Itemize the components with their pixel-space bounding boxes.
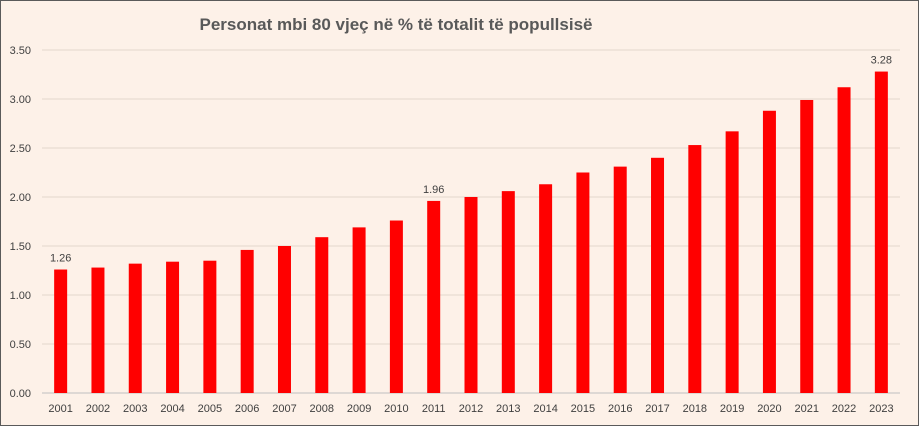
data-label: 1.26	[50, 253, 71, 265]
y-tick-label: 1.00	[10, 290, 31, 302]
bar-2022	[837, 87, 851, 394]
bar-2006	[240, 249, 254, 393]
x-tick-label: 2001	[48, 403, 72, 415]
x-tick-label: 2022	[832, 403, 856, 415]
x-tick-label: 2018	[683, 403, 707, 415]
bar-2003	[128, 263, 142, 393]
bar-2005	[203, 260, 217, 393]
x-tick-label: 2006	[235, 403, 259, 415]
x-axis-tick-labels: 2001 2002 2003 2004 2005 2006 2007 2008 2009 2010…	[48, 403, 893, 415]
x-tick-label: 2014	[533, 403, 557, 415]
x-tick-label: 2004	[160, 403, 184, 415]
chart-title: Personat mbi 80 vjeç në % të totalit të …	[199, 15, 593, 34]
bar-2009	[352, 227, 366, 393]
y-tick-label: 1.50	[10, 241, 31, 253]
y-tick-label: 2.50	[10, 143, 31, 155]
x-tick-label: 2005	[198, 403, 222, 415]
x-tick-label: 2009	[347, 403, 371, 415]
x-tick-label: 2012	[459, 403, 483, 415]
x-tick-label: 2013	[496, 403, 520, 415]
y-tick-label: 0.50	[10, 339, 31, 351]
y-tick-label: 2.00	[10, 192, 31, 204]
x-tick-label: 2003	[123, 403, 147, 415]
bar-2017	[651, 157, 665, 393]
bar-2015	[576, 172, 590, 393]
bar-2011	[427, 200, 441, 393]
bar-2018	[688, 145, 702, 393]
bar-2002	[91, 267, 105, 393]
x-tick-label: 2023	[869, 403, 893, 415]
data-label: 3.28	[871, 55, 892, 67]
bar-2004	[166, 261, 180, 393]
bar-2014	[539, 184, 553, 393]
bar-2013	[501, 191, 515, 393]
x-tick-label: 2010	[384, 403, 408, 415]
x-tick-label: 2002	[86, 403, 110, 415]
x-tick-label: 2021	[794, 403, 818, 415]
x-tick-label: 2019	[720, 403, 744, 415]
bar-2016	[613, 166, 627, 393]
bar-2019	[725, 131, 739, 393]
y-axis-tick-labels: 0.00 0.50 1.00 1.50 2.00 2.50 3.00 3.50	[10, 45, 31, 400]
x-tick-label: 2020	[757, 403, 781, 415]
y-tick-label: 0.00	[10, 388, 31, 400]
bar-2008	[315, 237, 329, 393]
data-labels: 1.26 1.96 3.28	[50, 55, 892, 265]
bar-2020	[762, 110, 776, 393]
x-tick-label: 2011	[422, 403, 446, 415]
bar-2001	[54, 269, 68, 393]
bar-2021	[800, 99, 814, 393]
x-tick-label: 2008	[310, 403, 334, 415]
bar-2007	[277, 246, 291, 393]
bar-2023	[874, 71, 888, 393]
x-tick-label: 2007	[272, 403, 296, 415]
data-label: 1.96	[423, 184, 444, 196]
x-tick-label: 2015	[571, 403, 595, 415]
bar-2010	[389, 220, 403, 393]
y-tick-label: 3.50	[10, 45, 31, 57]
x-tick-label: 2017	[645, 403, 669, 415]
x-tick-label: 2016	[608, 403, 632, 415]
bars	[54, 71, 888, 394]
y-tick-label: 3.00	[10, 94, 31, 106]
bar-2012	[464, 197, 478, 393]
